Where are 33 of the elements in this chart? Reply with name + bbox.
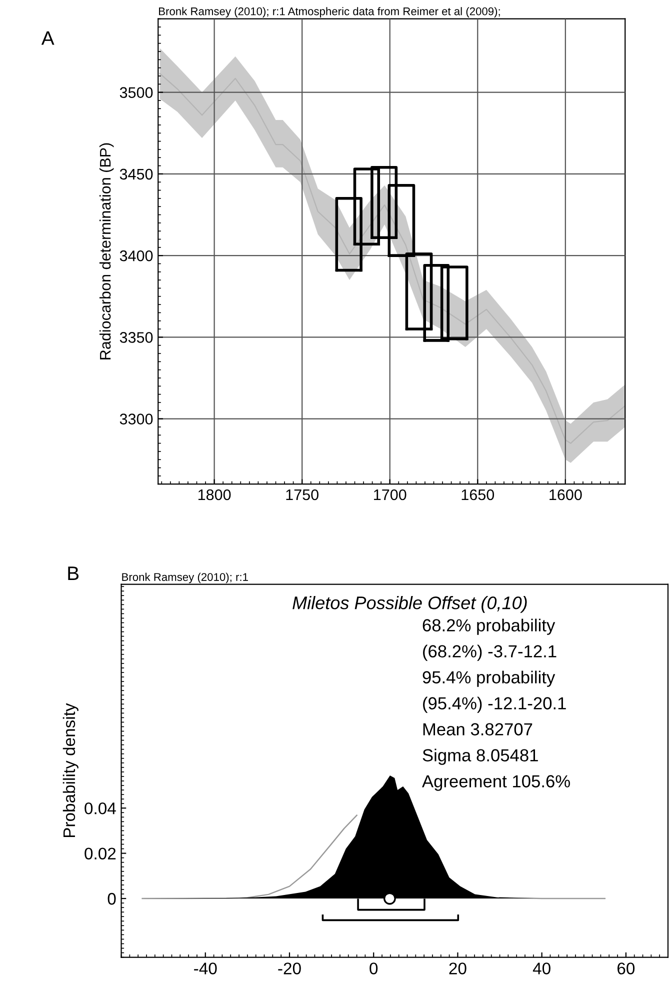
x-tick-label: 0 <box>370 962 378 974</box>
x-tick-label: 1700 <box>374 489 406 500</box>
y-tick-label: 3450 <box>120 168 153 180</box>
x-tick-label: 1800 <box>198 489 231 500</box>
annotation: 95.4% probability <box>422 670 556 687</box>
x-tick-label: 20 <box>449 962 466 974</box>
annotation: 68.2% probability <box>422 618 556 635</box>
text: Bronk Ramsey (2010); r:1 Atmospheric data from Reimer et al (2009); <box>159 7 500 18</box>
y-axis-title: Probability density <box>62 703 78 838</box>
y-tick-label: 3500 <box>120 87 153 98</box>
x-tick-label: 1650 <box>462 489 494 500</box>
y-tick-label: 3400 <box>120 250 153 262</box>
annotation: (95.4%) -12.1-20.1 <box>423 696 566 713</box>
x-tick-label: -20 <box>278 962 301 974</box>
x-tick-label: 60 <box>618 962 635 974</box>
annotation: (68.2%) -3.7-12.1 <box>423 644 556 661</box>
y-tick-label: 0 <box>108 892 116 905</box>
x-tick-label: 1750 <box>286 489 318 500</box>
annotation: Sigma 8.05481 <box>422 748 538 765</box>
y-tick-label: 0.04 <box>84 802 116 814</box>
text: A <box>41 31 54 45</box>
y-tick-label: 3350 <box>120 332 153 343</box>
y-axis-title: Radiocarbon determination (BP) <box>99 143 114 360</box>
y-tick-label: 0.02 <box>84 848 116 860</box>
text: Bronk Ramsey (2010); r:1 <box>122 572 248 584</box>
annotation: Agreement 105.6% <box>422 775 570 791</box>
y-tick-label: 3300 <box>120 414 153 424</box>
x-tick-label: 1600 <box>550 489 582 500</box>
annotation: Mean 3.82707 <box>423 723 532 736</box>
text: B <box>68 566 79 580</box>
x-tick-label: -40 <box>194 962 217 974</box>
text: Miletos Possible Offset (0,10) <box>292 596 527 613</box>
x-tick-label: 40 <box>532 962 550 974</box>
